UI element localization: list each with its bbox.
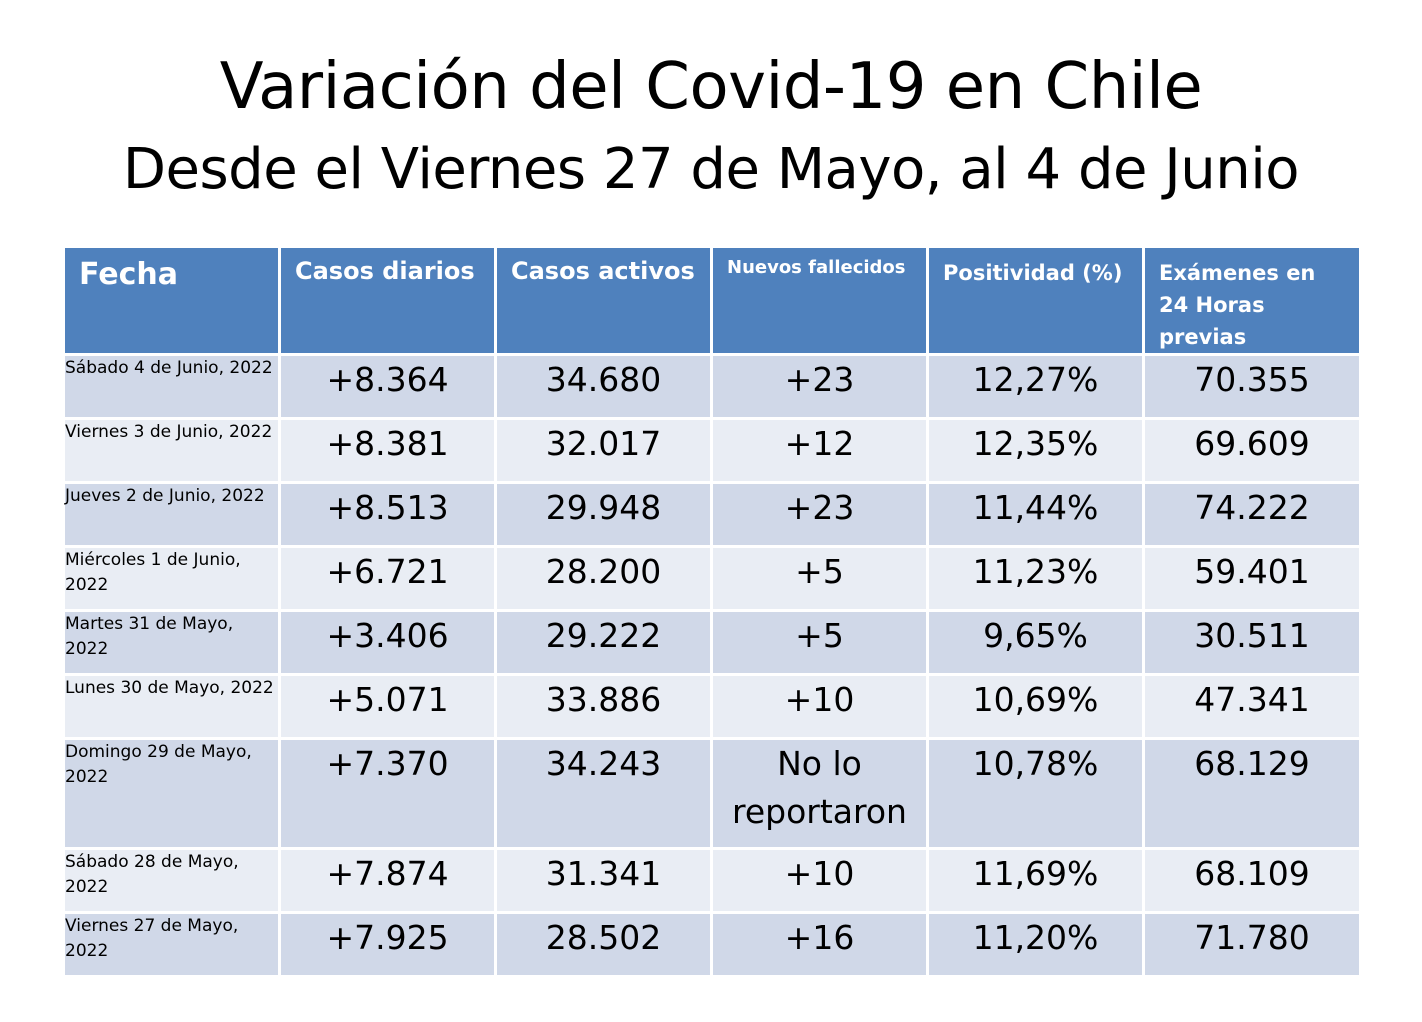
cell-casos-activos: 28.502: [494, 911, 713, 978]
cell-nuevos-fallecidos: +16: [710, 911, 929, 978]
cell-casos-diarios: +7.874: [278, 847, 497, 914]
cell-fecha: Viernes 27 de Mayo, 2022: [62, 911, 281, 978]
header-positividad: Positividad (%): [926, 245, 1145, 356]
cell-casos-diarios: +7.370: [278, 737, 497, 850]
cell-examenes: 47.341: [1142, 673, 1362, 740]
table-row: Martes 31 de Mayo, 2022 +3.406 29.222 +5…: [62, 609, 1362, 676]
cell-examenes: 68.109: [1142, 847, 1362, 914]
cell-positividad: 11,69%: [926, 847, 1145, 914]
cell-nuevos-fallecidos: No lo reportaron: [710, 737, 929, 850]
cell-nuevos-fallecidos: +23: [710, 353, 929, 420]
cell-fecha: Lunes 30 de Mayo, 2022: [62, 673, 281, 740]
cell-nuevos-fallecidos: +10: [710, 847, 929, 914]
cell-casos-activos: 34.243: [494, 737, 713, 850]
table-row: Miércoles 1 de Junio, 2022 +6.721 28.200…: [62, 545, 1362, 612]
table-row: Domingo 29 de Mayo, 2022 +7.370 34.243 N…: [62, 737, 1362, 850]
cell-examenes: 69.609: [1142, 417, 1362, 484]
title-main: Variación del Covid-19 en Chile: [219, 50, 1203, 124]
cell-positividad: 10,69%: [926, 673, 1145, 740]
cell-nuevos-fallecidos: +12: [710, 417, 929, 484]
cell-casos-activos: 32.017: [494, 417, 713, 484]
cell-fecha: Sábado 4 de Junio, 2022: [62, 353, 281, 420]
cell-fecha: Sábado 28 de Mayo, 2022: [62, 847, 281, 914]
title-subtitle: Desde el Viernes 27 de Mayo, al 4 de Jun…: [122, 137, 1300, 202]
cell-casos-activos: 29.948: [494, 481, 713, 548]
cell-casos-diarios: +7.925: [278, 911, 497, 978]
header-fecha: Fecha: [62, 245, 281, 356]
cell-positividad: 11,44%: [926, 481, 1145, 548]
cell-fecha: Domingo 29 de Mayo, 2022: [62, 737, 281, 850]
cell-casos-diarios: +5.071: [278, 673, 497, 740]
header-nuevos-fallecidos: Nuevos fallecidos: [710, 245, 929, 356]
cell-nuevos-fallecidos: +5: [710, 609, 929, 676]
cell-casos-diarios: +6.721: [278, 545, 497, 612]
table-row: Lunes 30 de Mayo, 2022 +5.071 33.886 +10…: [62, 673, 1362, 740]
cell-positividad: 12,35%: [926, 417, 1145, 484]
cell-casos-diarios: +8.513: [278, 481, 497, 548]
cell-examenes: 30.511: [1142, 609, 1362, 676]
table-header-row: Fecha Casos diarios Casos activos Nuevos…: [62, 245, 1362, 356]
cell-examenes: 70.355: [1142, 353, 1362, 420]
cell-fecha: Jueves 2 de Junio, 2022: [62, 481, 281, 548]
cell-casos-activos: 31.341: [494, 847, 713, 914]
cell-fecha: Martes 31 de Mayo, 2022: [62, 609, 281, 676]
table-row: Viernes 3 de Junio, 2022 +8.381 32.017 +…: [62, 417, 1362, 484]
cell-casos-diarios: +8.364: [278, 353, 497, 420]
cell-positividad: 12,27%: [926, 353, 1145, 420]
cell-positividad: 11,20%: [926, 911, 1145, 978]
cell-casos-activos: 29.222: [494, 609, 713, 676]
header-casos-diarios: Casos diarios: [278, 245, 497, 356]
cell-fecha: Viernes 3 de Junio, 2022: [62, 417, 281, 484]
cell-nuevos-fallecidos: +23: [710, 481, 929, 548]
table-row: Sábado 4 de Junio, 2022 +8.364 34.680 +2…: [62, 353, 1362, 420]
slide-title: Variación del Covid-19 en Chile Desde el…: [0, 42, 1422, 208]
header-examenes: Exámenes en 24 Horas previas: [1142, 245, 1362, 356]
cell-positividad: 9,65%: [926, 609, 1145, 676]
cell-casos-activos: 28.200: [494, 545, 713, 612]
cell-examenes: 59.401: [1142, 545, 1362, 612]
cell-examenes: 74.222: [1142, 481, 1362, 548]
table-row: Sábado 28 de Mayo, 2022 +7.874 31.341 +1…: [62, 847, 1362, 914]
cell-casos-diarios: +8.381: [278, 417, 497, 484]
cell-casos-activos: 34.680: [494, 353, 713, 420]
cell-casos-diarios: +3.406: [278, 609, 497, 676]
table-row: Jueves 2 de Junio, 2022 +8.513 29.948 +2…: [62, 481, 1362, 548]
cell-nuevos-fallecidos: +10: [710, 673, 929, 740]
covid-data-table: Fecha Casos diarios Casos activos Nuevos…: [62, 245, 1362, 978]
cell-positividad: 11,23%: [926, 545, 1145, 612]
cell-positividad: 10,78%: [926, 737, 1145, 850]
table-row: Viernes 27 de Mayo, 2022 +7.925 28.502 +…: [62, 911, 1362, 978]
header-casos-activos: Casos activos: [494, 245, 713, 356]
cell-nuevos-fallecidos: +5: [710, 545, 929, 612]
cell-casos-activos: 33.886: [494, 673, 713, 740]
cell-fecha: Miércoles 1 de Junio, 2022: [62, 545, 281, 612]
cell-examenes: 71.780: [1142, 911, 1362, 978]
cell-examenes: 68.129: [1142, 737, 1362, 850]
